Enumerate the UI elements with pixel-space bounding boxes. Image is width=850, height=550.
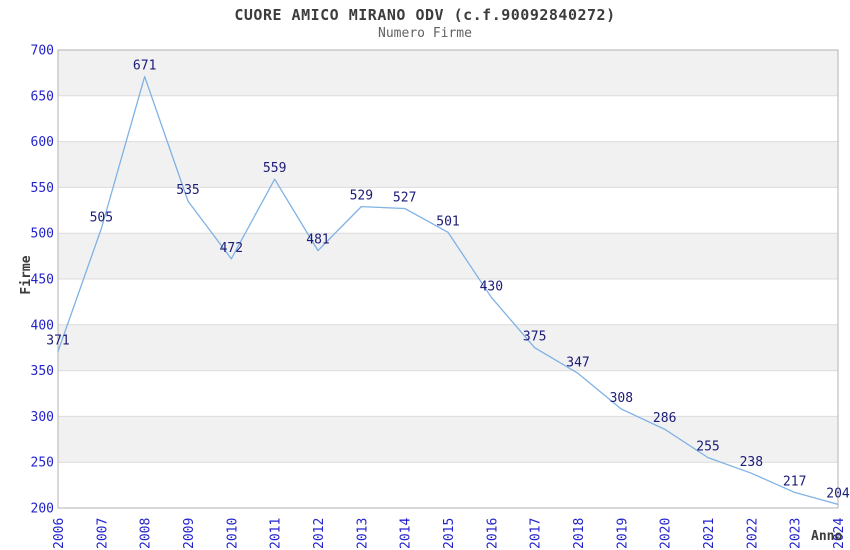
data-label: 375 [523,330,546,345]
x-tick-label: 2010 [225,518,240,549]
x-tick-label: 2014 [399,518,414,549]
x-tick-label: 2015 [442,518,457,549]
x-tick-label: 2022 [745,518,760,549]
y-tick-label: 350 [31,364,54,379]
x-tick-label: 2017 [529,518,544,549]
x-tick-label: 2009 [182,518,197,549]
data-label: 430 [480,279,503,294]
x-tick-label: 2018 [572,518,587,549]
plot-band [58,141,838,188]
data-label: 501 [436,214,459,229]
y-tick-label: 700 [31,44,54,59]
data-label: 371 [46,333,69,348]
y-tick-label: 450 [31,273,54,288]
data-label: 238 [740,455,763,470]
x-tick-label: 2012 [312,518,327,549]
data-label: 671 [133,59,156,74]
x-tick-label: 2016 [485,518,500,549]
plot-band [58,416,838,463]
x-tick-label: 2021 [702,518,717,549]
x-tick-label: 2019 [615,518,630,549]
y-tick-label: 200 [31,502,54,517]
grid-lines [58,95,838,463]
data-label: 535 [176,183,199,198]
y-axis-title: Firme [19,255,34,294]
series-line [57,75,839,505]
data-labels: 371 505 671 535 472 559 481 529 527 501 430 375 347 3… [46,59,850,502]
data-label: 559 [263,161,286,176]
plot-band [58,50,838,96]
x-tick-label: 2024 [832,518,847,549]
y-tick-label: 250 [31,456,54,471]
x-tick-labels: 2006 2007 2008 2009 2010 2011 2012 2013 2014 2015… [52,518,847,549]
x-tick-label: 2011 [269,518,284,549]
y-tick-label: 300 [31,410,54,425]
x-tick-label: 2006 [52,518,67,549]
plot-band [58,324,838,371]
data-label: 255 [696,440,719,455]
y-tick-label: 650 [31,89,54,104]
plot-border [57,49,839,509]
data-label: 286 [653,411,676,426]
y-tick-label: 500 [31,227,54,242]
x-tick-label: 2023 [789,518,804,549]
data-label: 308 [610,391,633,406]
plot-bands [58,50,838,463]
x-tick-label: 2013 [355,518,370,549]
data-label: 505 [90,211,113,226]
data-label: 472 [220,241,243,256]
data-label: 347 [566,355,589,370]
x-tick-label: 2007 [95,518,110,549]
y-tick-label: 600 [31,135,54,150]
x-axis-title: Anno [811,529,842,544]
chart-subtitle: Numero Firme [378,26,472,41]
plot-band [58,233,838,279]
y-tick-label: 550 [31,181,54,196]
data-label: 527 [393,190,416,205]
data-label: 204 [826,486,850,501]
y-tick-label: 400 [31,318,54,333]
data-label: 217 [783,474,806,489]
data-label: 529 [350,189,373,204]
y-tick-labels: 200 250 300 350 400 450 500 550 600 650 700 [31,44,54,517]
chart-title: CUORE AMICO MIRANO ODV (c.f.90092840272) [234,6,616,24]
data-label: 481 [306,233,329,248]
x-tick-label: 2008 [139,518,154,549]
x-tick-label: 2020 [659,518,674,549]
